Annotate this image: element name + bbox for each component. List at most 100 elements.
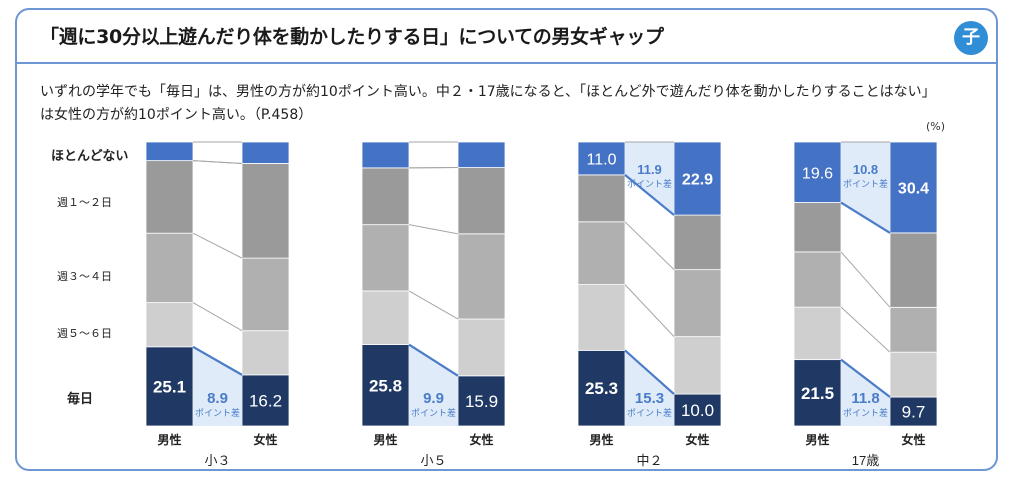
diff-value-everyday: 8.9 bbox=[207, 390, 228, 407]
child-badge: 子 bbox=[954, 21, 988, 55]
bar-female-everyday bbox=[889, 396, 938, 427]
diff-caption-everyday: ポイント差 bbox=[627, 407, 672, 418]
connector-line bbox=[624, 284, 675, 337]
diff-area-rarely bbox=[625, 142, 674, 216]
bar-female-rarely bbox=[241, 141, 290, 164]
diff-value-rarely: 10.8 bbox=[853, 162, 878, 177]
bar-female-weekly-3-4 bbox=[673, 269, 722, 338]
group-label: 17歳 bbox=[852, 453, 879, 468]
diff-value-everyday: 15.3 bbox=[635, 390, 664, 407]
diff-line-rarely bbox=[624, 174, 675, 216]
diff-line-rarely bbox=[840, 201, 891, 234]
bar-male-weekly-1-2 bbox=[361, 167, 410, 226]
bar-female-weekly-1-2 bbox=[889, 232, 938, 308]
category-weekly-1-2: 週１～２日 bbox=[57, 196, 112, 209]
x-label-female: 女性 bbox=[685, 432, 709, 447]
bar-female-weekly-1-2 bbox=[457, 167, 506, 235]
bar-female-weekly-5-6 bbox=[241, 330, 290, 376]
category-weekly-5-6: 週５～６日 bbox=[57, 327, 112, 340]
x-label-male: 男性 bbox=[805, 432, 829, 447]
bar-male-weekly-1-2 bbox=[793, 202, 842, 253]
bar-female-rarely bbox=[457, 141, 506, 168]
connector-line bbox=[408, 224, 459, 235]
x-label-male: 男性 bbox=[373, 432, 397, 447]
bar-male-weekly-3-4 bbox=[793, 251, 842, 308]
label-male-rarely: 11.0 bbox=[587, 151, 617, 168]
connector-line bbox=[624, 221, 675, 270]
label-male-everyday: 25.1 bbox=[153, 377, 186, 396]
label-male-everyday: 21.5 bbox=[801, 384, 834, 403]
label-male-rarely: 19.6 bbox=[802, 165, 833, 182]
diff-line-everyday bbox=[408, 343, 459, 377]
bar-male-weekly-1-2 bbox=[577, 174, 626, 223]
category-rarely: ほとんどない bbox=[51, 149, 129, 164]
title-divider bbox=[17, 62, 996, 64]
connector-line bbox=[192, 302, 243, 332]
bar-male-weekly-5-6 bbox=[145, 302, 194, 348]
diff-area-rarely bbox=[841, 142, 890, 233]
connector-line bbox=[840, 306, 891, 353]
connector-line bbox=[408, 290, 459, 320]
bar-male-weekly-3-4 bbox=[361, 224, 410, 292]
bar-male-weekly-5-6 bbox=[793, 306, 842, 361]
bar-male-weekly-5-6 bbox=[577, 284, 626, 351]
x-label-female: 女性 bbox=[253, 432, 277, 447]
diff-area-everyday bbox=[409, 344, 458, 426]
bar-male-everyday bbox=[793, 359, 842, 427]
bar-male-rarely bbox=[793, 141, 842, 203]
label-female-everyday: 16.2 bbox=[249, 391, 282, 410]
bar-male-everyday bbox=[577, 349, 626, 427]
x-label-female: 女性 bbox=[469, 432, 493, 447]
label-male-everyday: 25.8 bbox=[369, 376, 402, 395]
label-female-everyday: 9.7 bbox=[902, 403, 926, 422]
bar-male-rarely bbox=[145, 141, 194, 162]
bar-female-weekly-5-6 bbox=[673, 336, 722, 395]
diff-caption-rarely: ポイント差 bbox=[843, 178, 888, 189]
bar-female-weekly-3-4 bbox=[241, 257, 290, 332]
diff-area-everyday bbox=[193, 346, 242, 426]
group-label: 小５ bbox=[420, 453, 446, 468]
page-title: 「週に30分以上遊んだり体を動かしたりする日」についての男女ギャップ bbox=[40, 26, 664, 48]
diff-caption-rarely: ポイント差 bbox=[627, 178, 672, 189]
bar-male-weekly-3-4 bbox=[145, 232, 194, 304]
bar-female-rarely bbox=[673, 141, 722, 216]
diff-value-everyday: 11.8 bbox=[851, 390, 879, 407]
note-line-2: は女性の方が約10ポイント高い。（P.458） bbox=[40, 107, 313, 123]
group-label: 中２ bbox=[636, 453, 662, 468]
connector-line bbox=[192, 232, 243, 259]
bar-female-weekly-5-6 bbox=[457, 318, 506, 377]
diff-line-everyday bbox=[192, 345, 243, 376]
label-male-everyday: 25.3 bbox=[585, 379, 618, 398]
bar-female-weekly-3-4 bbox=[457, 233, 506, 320]
bar-female-weekly-3-4 bbox=[889, 306, 938, 353]
note-line-1: いずれの学年でも「毎日」は、男性の方が約10ポイント高い。中２・17歳になると、… bbox=[40, 84, 936, 100]
bar-female-rarely bbox=[889, 141, 938, 234]
label-female-everyday: 15.9 bbox=[465, 392, 498, 411]
label-female-everyday: 10.0 bbox=[681, 401, 714, 420]
bar-male-weekly-3-4 bbox=[577, 221, 626, 285]
diff-area-everyday bbox=[841, 359, 890, 426]
bar-male-weekly-5-6 bbox=[361, 290, 410, 345]
bar-female-everyday bbox=[673, 393, 722, 427]
connector-line bbox=[840, 251, 891, 308]
diff-caption-everyday: ポイント差 bbox=[843, 407, 888, 418]
bar-female-weekly-1-2 bbox=[673, 214, 722, 271]
diff-area-everyday bbox=[625, 350, 674, 426]
bar-male-everyday bbox=[145, 346, 194, 427]
x-label-male: 男性 bbox=[589, 432, 613, 447]
diff-line-everyday bbox=[840, 358, 891, 398]
category-everyday: 毎日 bbox=[67, 392, 94, 407]
x-label-male: 男性 bbox=[157, 432, 181, 447]
bar-male-weekly-1-2 bbox=[145, 160, 194, 234]
diff-line-everyday bbox=[624, 349, 675, 395]
bar-female-everyday bbox=[241, 374, 290, 427]
label-female-rarely: 30.4 bbox=[898, 180, 929, 197]
connector-line bbox=[192, 160, 243, 164]
bar-female-weekly-1-2 bbox=[241, 163, 290, 259]
unit-label: (%) bbox=[926, 120, 946, 133]
bar-male-rarely bbox=[361, 141, 410, 169]
category-weekly-3-4: 週３～４日 bbox=[57, 270, 112, 283]
diff-value-everyday: 9.9 bbox=[423, 390, 444, 407]
bar-female-weekly-5-6 bbox=[889, 351, 938, 398]
